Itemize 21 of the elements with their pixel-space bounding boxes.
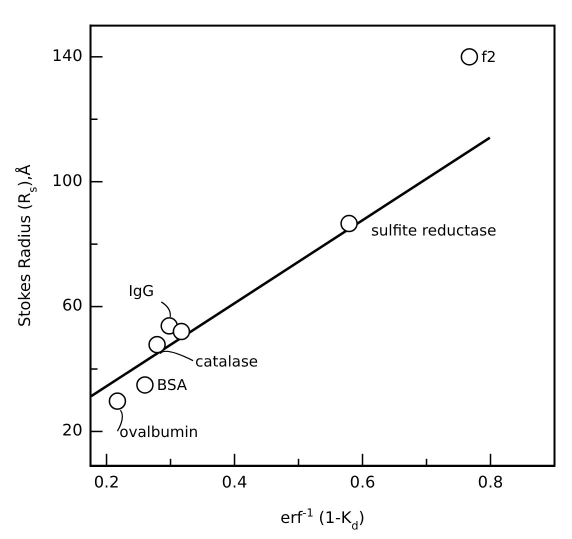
- y-tick-label: 100: [52, 170, 83, 190]
- x-tick-label: 0.8: [478, 472, 504, 492]
- point: [460, 48, 478, 66]
- point: [340, 214, 358, 232]
- x-tick-label: 0.2: [94, 472, 120, 492]
- y-tick-label: 140: [52, 46, 83, 65]
- point: [148, 336, 166, 354]
- annotation: sulfite reductase: [371, 222, 496, 240]
- y-tick-label: 20: [62, 420, 83, 440]
- x-tick-label: 0.6: [350, 472, 376, 492]
- point: [172, 322, 190, 340]
- y-axis-title: Stokes Radius (Rs),Å: [15, 164, 40, 327]
- y-tick-label: 60: [62, 296, 83, 315]
- annotation: catalase: [195, 352, 258, 371]
- annotation: IgG: [128, 282, 154, 300]
- annotation: f2: [481, 48, 496, 66]
- x-tick-label: 0.4: [222, 472, 248, 492]
- point: [108, 392, 126, 410]
- point: [136, 376, 154, 394]
- annotation: ovalbumin: [119, 423, 198, 442]
- annotation: BSA: [156, 376, 188, 394]
